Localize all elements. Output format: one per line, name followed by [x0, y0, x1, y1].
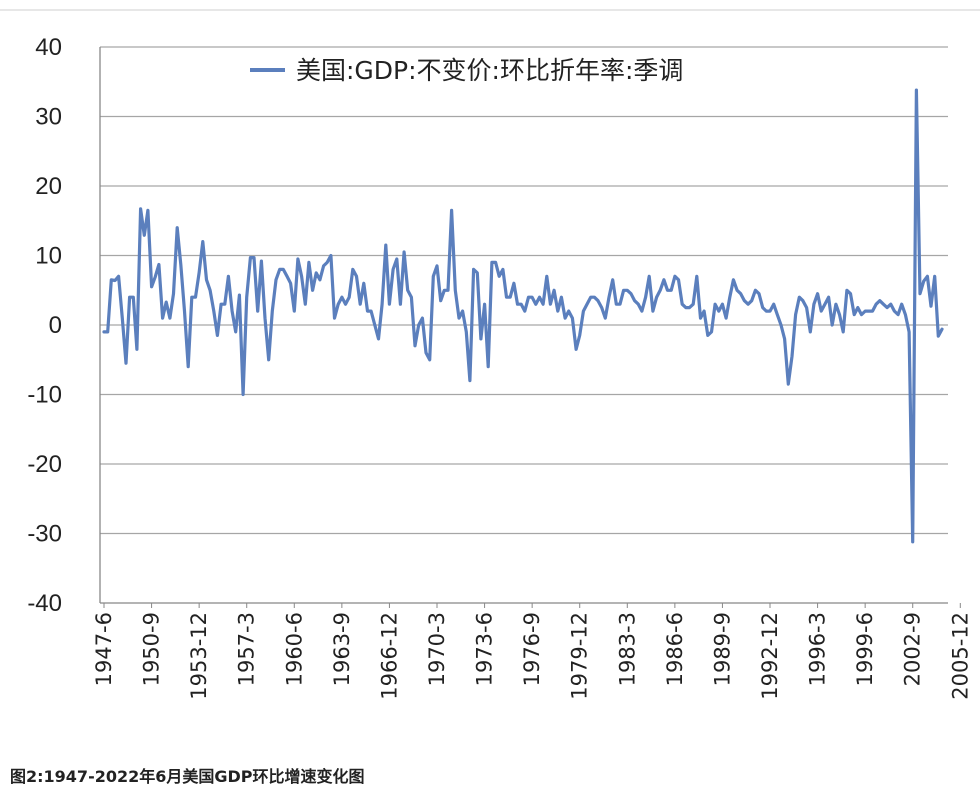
figure-caption: 图2:1947-2022年6月美国GDP环比增速变化图: [10, 767, 365, 786]
x-tick-label: 1970-3: [425, 612, 449, 686]
gridlines: [100, 46, 948, 535]
x-tick-label: 1953-12: [187, 612, 211, 700]
y-tick-label: -40: [27, 590, 62, 617]
y-tick-label: 30: [35, 104, 62, 131]
y-tick-label: -30: [27, 521, 62, 548]
x-tick-label: 1986-6: [663, 612, 687, 686]
x-tick-label: 1976-9: [520, 612, 544, 686]
x-tick-label: 1973-6: [473, 612, 497, 686]
y-tick-label: 0: [49, 312, 62, 339]
x-tick-label: 1966-12: [377, 612, 401, 700]
x-tick-label: 1957-3: [235, 612, 259, 686]
x-tick-label: 1947-6: [92, 612, 116, 686]
x-tick-label: 1979-12: [568, 612, 592, 700]
chart-background: [0, 0, 980, 745]
x-tick-label: 2005-12: [948, 612, 972, 700]
y-tick-label: 20: [35, 173, 62, 200]
x-tick-label: 2002-9: [901, 612, 925, 686]
x-tick-label: 1999-6: [853, 612, 877, 686]
series: [102, 88, 944, 544]
x-tick-label: 1996-3: [806, 612, 830, 686]
x-tick-label: 1992-12: [758, 612, 782, 700]
x-tick-label: 1960-6: [282, 612, 306, 686]
x-tick-labels: 1947-6 1950-9 1953-12 1957-3 1960-6 1963-9 196…: [92, 612, 972, 700]
gdp-series-line: [102, 88, 944, 544]
gdp-line-chart: 40 30 20 10 0 -10 -20 -30 -40 1947-6 1950-9 1953-1…: [0, 0, 980, 745]
legend: 美国:GDP:不变价:环比折年率:季调: [250, 56, 683, 85]
y-tick-labels: 40 30 20 10 0 -10 -20 -30 -40: [27, 34, 62, 617]
legend-label: 美国:GDP:不变价:环比折年率:季调: [296, 56, 683, 85]
x-tick-label: 1989-9: [710, 612, 734, 686]
x-tick-label: 1963-9: [330, 612, 354, 686]
y-tick-label: -20: [27, 451, 62, 478]
axes: [99, 47, 961, 608]
y-tick-label: 40: [35, 34, 62, 61]
x-tick-label: 1950-9: [140, 612, 164, 686]
x-tick-label: 1983-3: [615, 612, 639, 686]
y-tick-label: 10: [35, 243, 62, 270]
y-tick-label: -10: [27, 382, 62, 409]
chart-frame: 40 30 20 10 0 -10 -20 -30 -40 1947-6 1950-9 1953-1…: [0, 0, 980, 745]
